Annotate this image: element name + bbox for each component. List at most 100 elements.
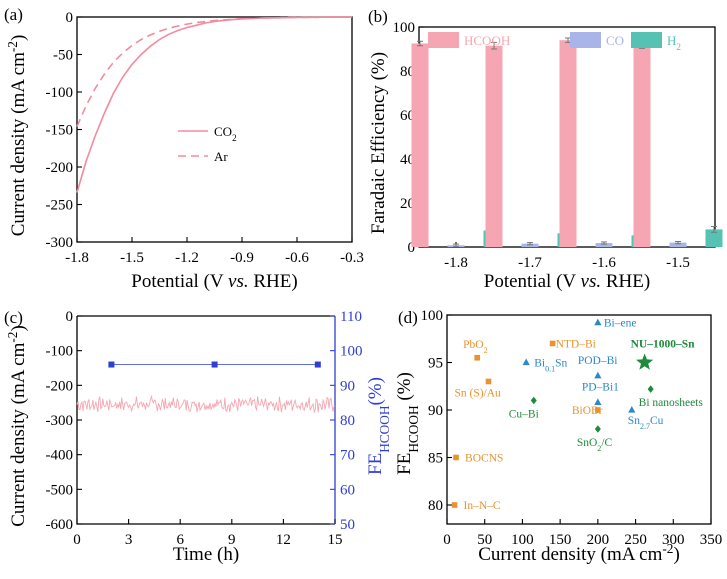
x-tick-label-c: 12	[276, 532, 291, 548]
y2-tick-label-c: 70	[340, 448, 355, 464]
legend-swatch-b	[570, 32, 601, 48]
y-tick-label-a: -200	[46, 160, 74, 176]
y-tick-label-a: -150	[46, 123, 74, 139]
y-tick-label-b: 0	[408, 240, 416, 256]
fe-point	[314, 361, 321, 368]
plot-frame-d	[446, 314, 712, 525]
bar-co	[521, 243, 539, 247]
y-tick-label-c: -600	[46, 517, 74, 533]
y2-tick-label-c: 50	[340, 517, 355, 533]
fe-point	[108, 361, 115, 368]
x-tick-label-a: -1.5	[120, 250, 144, 266]
y2-axis-label-c: FEHCOOH(%)	[365, 377, 392, 475]
point-label: POD–Bi	[578, 355, 618, 367]
point-label: Sn (S)/Au	[454, 388, 501, 400]
marker-triangle	[594, 371, 602, 379]
y-tick-label-c: -200	[46, 378, 74, 394]
x-axis-label-a: Potential (V vs. RHE)	[131, 271, 297, 292]
y-tick-label-b: 80	[400, 64, 415, 80]
marker-diamond	[594, 425, 601, 433]
fe-point	[211, 361, 218, 368]
legend-label-a: Ar	[214, 149, 228, 164]
point-label: Bi0.1Sn	[534, 358, 567, 374]
x-axis-label-d: Current density (mA cm-2)	[478, 541, 680, 566]
y-tick-label-a: 0	[66, 10, 74, 26]
legend-swatch-b	[428, 32, 459, 48]
x-tick-label-b: -1.7	[518, 255, 542, 271]
y2-tick-label-c: 90	[340, 378, 355, 394]
legend-label-b: HCOOH	[464, 33, 510, 48]
legend-label-b: CO	[606, 33, 624, 48]
marker-diamond	[647, 385, 654, 393]
bar-hcooh	[559, 40, 577, 248]
y-tick-label-b: 20	[400, 196, 415, 212]
x-tick-label-c: 6	[176, 532, 184, 548]
y-tick-label-c: -500	[46, 482, 74, 498]
marker-diamond	[530, 396, 537, 405]
panel-label-a: (a)	[4, 5, 23, 24]
point-label: Bi–ene	[604, 318, 637, 330]
x-tick-label-d: 50	[477, 532, 492, 548]
point-label: SnO2/C	[577, 437, 613, 453]
bar-hcooh	[633, 45, 651, 248]
y-tick-label-d: 100	[421, 308, 444, 324]
current-density-trace	[76, 394, 336, 414]
x-tick-label-b: -1.8	[444, 255, 468, 271]
panel-label-c: (c)	[4, 308, 23, 327]
point-label: Cu–Bi	[509, 409, 539, 421]
x-tick-label-a: -0.3	[340, 250, 364, 266]
legend-label-a: CO2	[214, 124, 237, 143]
bar-hcooh	[411, 43, 429, 247]
plot-frame-c	[76, 316, 335, 525]
y2-tick-label-c: 80	[340, 413, 355, 429]
y-tick-label-a: -100	[46, 85, 74, 101]
x-tick-label-c: 15	[328, 532, 343, 548]
y-axis-label-c: Current density (mA cm-2)	[5, 325, 30, 527]
x-tick-label-a: -0.9	[230, 250, 254, 266]
x-tick-label-a: -1.2	[175, 250, 199, 266]
y-tick-label-a: -250	[46, 198, 74, 214]
y-tick-label-d: 95	[428, 356, 443, 372]
marker-square	[453, 454, 459, 461]
y-tick-label-d: 85	[428, 451, 443, 467]
marker-square	[485, 378, 492, 385]
bar-hcooh	[485, 45, 503, 248]
point-label: NU–1000–Sn	[631, 339, 696, 351]
x-tick-label-b: -1.6	[592, 255, 616, 271]
panel-label-d: (d)	[398, 308, 418, 327]
y-tick-label-d: 90	[428, 403, 443, 419]
x-tick-label-d: 200	[587, 532, 610, 548]
x-tick-label-d: 250	[624, 532, 647, 548]
y-tick-label-d: 80	[428, 498, 443, 514]
y-tick-label-b: 100	[393, 20, 416, 36]
point-label: Sn2.7Cu	[628, 415, 664, 431]
series-line-ar	[76, 16, 353, 127]
panel-label-b: (b)	[368, 7, 388, 26]
legend-label-b: H2	[667, 33, 681, 52]
y-tick-label-a: -50	[53, 48, 73, 64]
legend-swatch-b	[631, 32, 662, 48]
x-tick-label-a: -1.8	[65, 250, 89, 266]
y-tick-label-c: -100	[46, 344, 74, 360]
x-tick-label-d: 300	[662, 532, 685, 548]
marker-square	[451, 502, 458, 508]
series-line-co	[76, 16, 353, 193]
marker-square	[549, 340, 556, 347]
y2-tick-label-c: 60	[340, 482, 355, 498]
x-tick-label-b: -1.5	[666, 255, 690, 271]
marker-triangle	[628, 406, 636, 413]
marker-triangle	[594, 318, 602, 326]
y-tick-label-b: 40	[400, 152, 415, 168]
point-label: NTD–Bi	[556, 339, 596, 351]
point-label: Bi nanosheets	[639, 397, 704, 409]
point-label: PbO2	[463, 339, 487, 355]
x-tick-label-a: -0.6	[285, 250, 309, 266]
marker-square	[474, 354, 480, 361]
y2-tick-label-c: 100	[340, 344, 363, 360]
y-tick-label-c: -400	[46, 448, 74, 464]
y-tick-label-c: 0	[66, 309, 74, 325]
marker-star	[636, 353, 654, 370]
bar-co	[669, 242, 687, 247]
x-tick-label-c: 9	[228, 532, 236, 548]
